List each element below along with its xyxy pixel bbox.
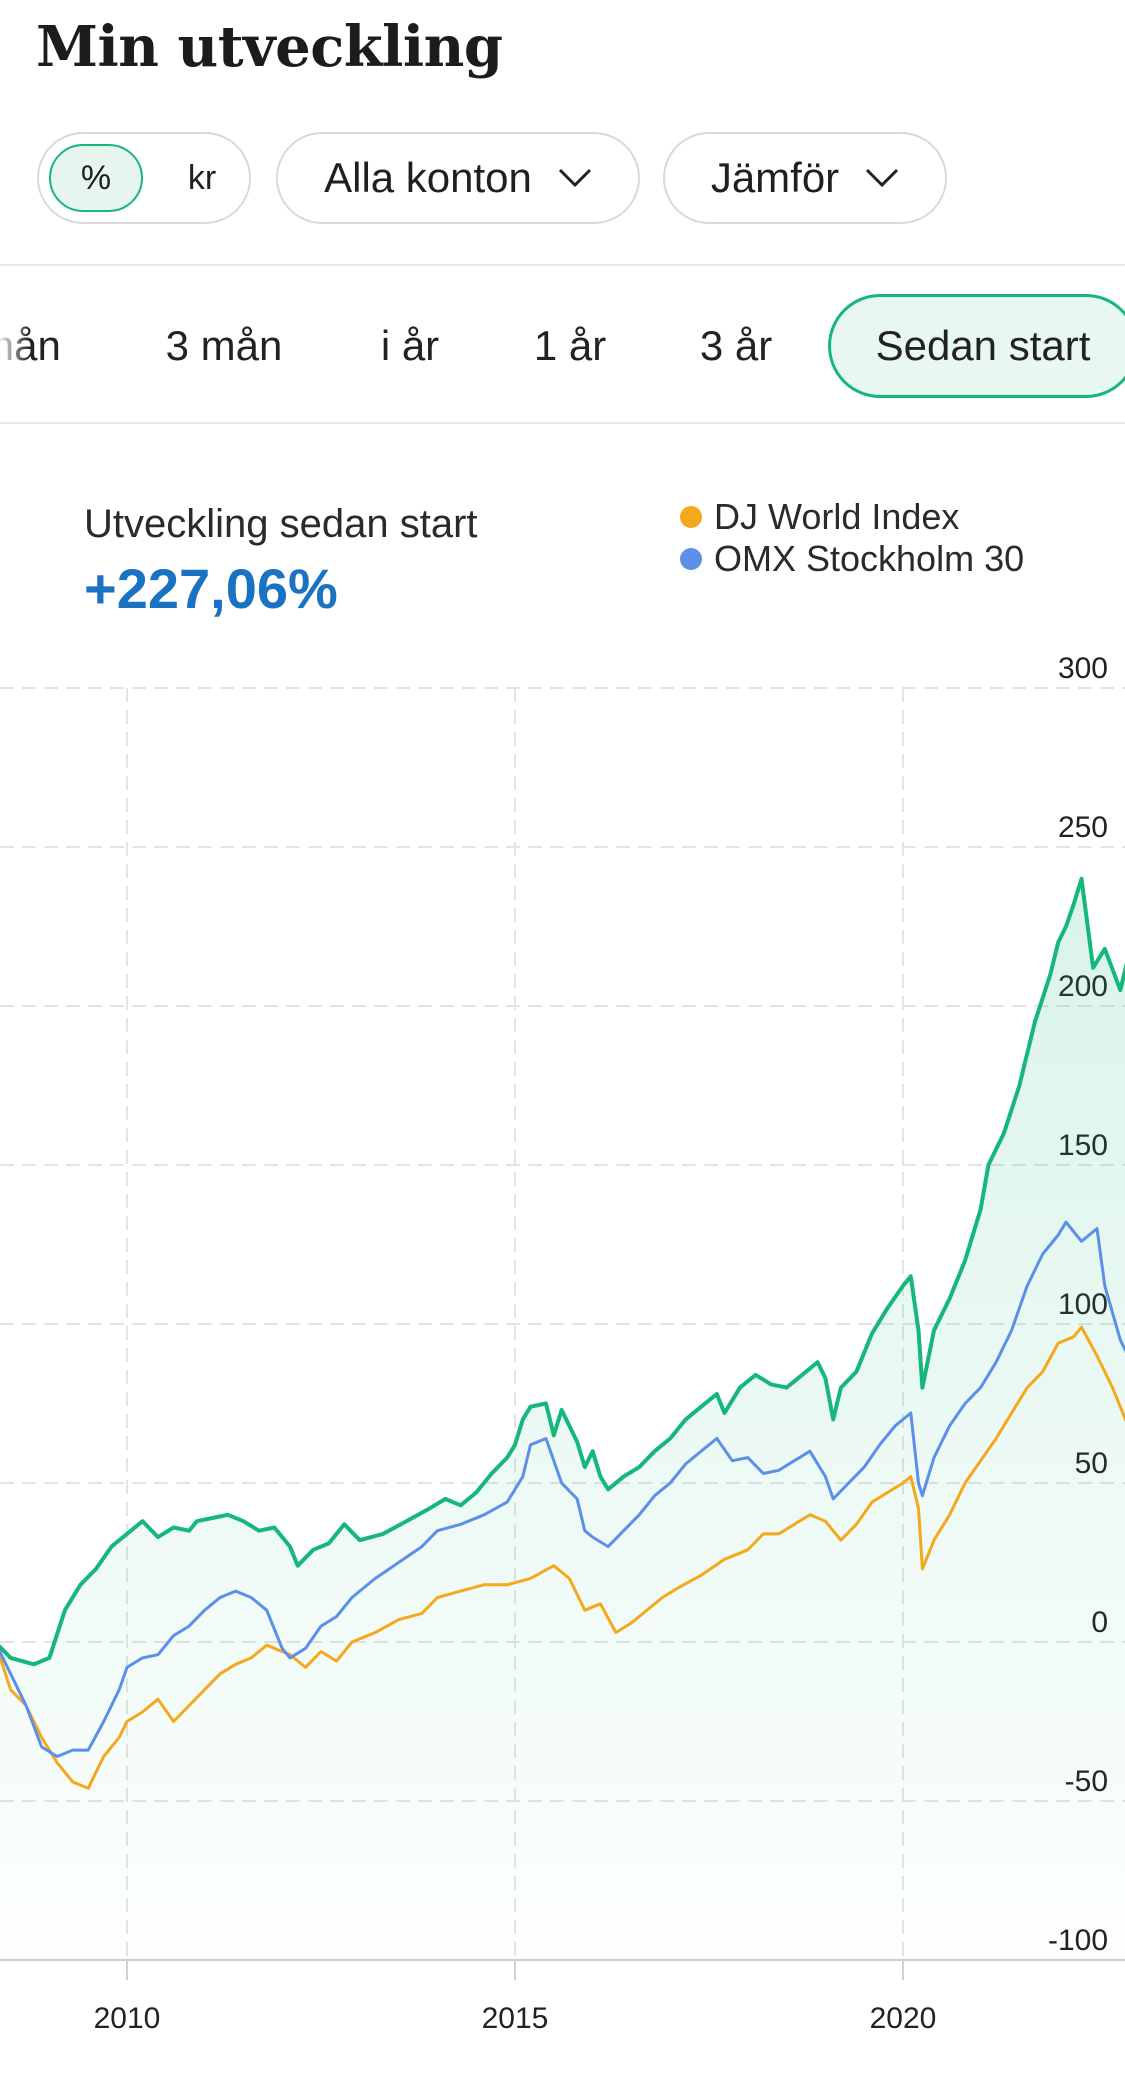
performance-value: +227,06% xyxy=(84,557,338,620)
compare-dropdown[interactable]: Jämför xyxy=(663,132,947,224)
legend-label: OMX Stockholm 30 xyxy=(714,538,1025,579)
legend-dot-icon xyxy=(680,548,702,570)
legend-label: DJ World Index xyxy=(714,496,960,537)
page-title: Min utveckling xyxy=(36,14,503,80)
percent-option[interactable]: % xyxy=(49,144,143,212)
unit-toggle[interactable]: % kr xyxy=(37,132,251,224)
divider xyxy=(0,422,1125,424)
divider xyxy=(0,264,1125,266)
tab-3-years[interactable]: 3 år xyxy=(699,322,773,369)
omx-stockholm-30-line xyxy=(0,1220,1125,1758)
y-tick-label: 300 xyxy=(1058,652,1108,685)
y-tick-label: 250 xyxy=(1058,811,1108,844)
accounts-dropdown[interactable]: Alla konton xyxy=(276,132,640,224)
x-tick-label: 2020 xyxy=(870,2002,937,2035)
tab-since-start[interactable]: Sedan start xyxy=(828,294,1125,398)
chart-legend: DJ World Index OMX Stockholm 30 xyxy=(680,496,1024,580)
tab-3-months[interactable]: 3 mån xyxy=(165,322,283,369)
legend-item-omx: OMX Stockholm 30 xyxy=(680,538,1024,580)
tab-fade xyxy=(0,294,30,398)
portfolio-area xyxy=(0,878,1125,1960)
period-tabs: mån 3 mån i år 1 år 3 år Sedan start xyxy=(0,266,1125,424)
compare-dropdown-label: Jämför xyxy=(710,154,840,201)
tab-this-year[interactable]: i år xyxy=(380,322,440,369)
chevron-down-icon xyxy=(558,168,591,188)
chevron-down-icon xyxy=(866,168,899,188)
performance-label: Utveckling sedan start xyxy=(84,502,478,546)
kronor-option[interactable]: kr xyxy=(187,158,217,197)
legend-dot-icon xyxy=(680,506,702,528)
portfolio-line xyxy=(0,876,1125,1667)
x-tick-label: 2010 xyxy=(94,2002,161,2035)
accounts-dropdown-label: Alla konton xyxy=(324,154,532,201)
tab-1-year[interactable]: 1 år xyxy=(533,322,607,369)
performance-chart[interactable]: 300250200150100500-50-100201020152020 xyxy=(0,640,1125,2088)
x-tick-label: 2015 xyxy=(482,2002,549,2035)
dj-world-index-line xyxy=(0,1325,1125,1790)
legend-item-dj-world: DJ World Index xyxy=(680,496,1024,538)
